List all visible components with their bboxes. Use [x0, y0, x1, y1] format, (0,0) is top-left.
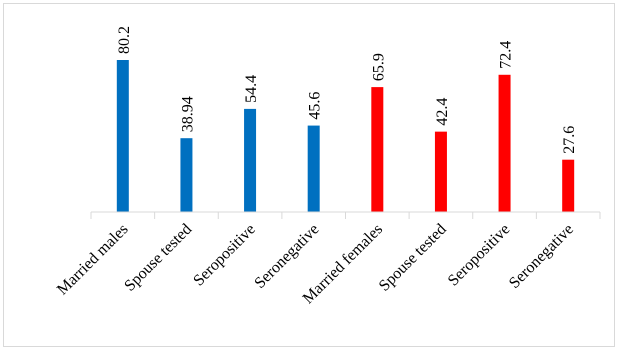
data-label: 65.9: [370, 53, 387, 81]
category-tick-label: Seronegative: [506, 221, 577, 292]
data-label: 45.6: [307, 92, 324, 120]
data-label: 38.94: [179, 96, 196, 132]
bar: [180, 138, 193, 212]
bar: [562, 159, 575, 212]
category-tick-label: Married males: [54, 221, 132, 299]
category-tick-label: Seropositive: [445, 221, 514, 290]
bar: [434, 131, 447, 212]
category-tick-label: Spouse tested: [121, 221, 195, 295]
data-label: 80.2: [116, 26, 133, 54]
category-tick-label: Seropositive: [190, 221, 259, 290]
data-label: 72.4: [498, 41, 515, 69]
bar: [116, 60, 129, 212]
data-labels: 80.2 38.94 54.4 45.6 65.9 42.4 72.4 27.6: [116, 26, 578, 154]
category-tick-label: Spouse tested: [376, 221, 450, 295]
bars: [116, 60, 575, 212]
bar: [307, 125, 320, 212]
data-label: 54.4: [243, 75, 260, 103]
category-separators: [90, 212, 601, 219]
data-label: 27.6: [561, 126, 578, 154]
category-tick-label: Seronegative: [251, 221, 322, 292]
data-label: 42.4: [434, 98, 451, 126]
bar: [244, 108, 257, 212]
bar: [371, 87, 384, 212]
bar: [498, 74, 511, 212]
